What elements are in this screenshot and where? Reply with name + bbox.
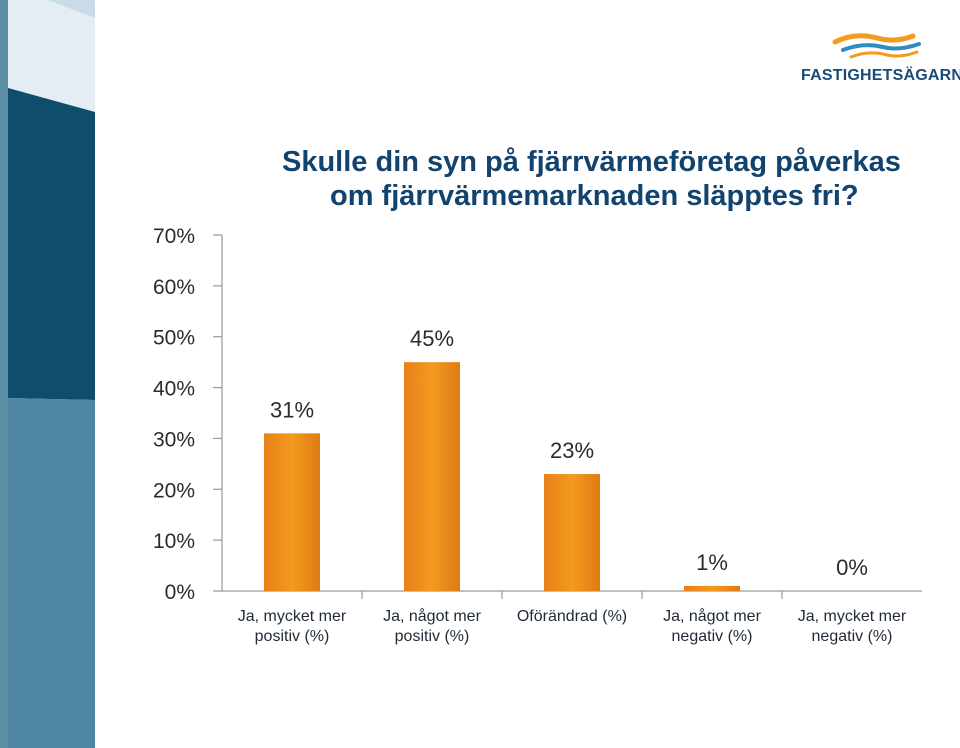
x-category-label: Oförändrad (%) bbox=[517, 608, 627, 625]
chart-title-line-2: om fjärrvärmemarknaden släpptes fri? bbox=[330, 180, 859, 212]
side-decoration-stripes bbox=[0, 0, 95, 748]
bar bbox=[544, 474, 600, 591]
data-label: 0% bbox=[836, 555, 868, 580]
x-category-label: Ja, mycket mer negativ (%) bbox=[798, 608, 907, 645]
y-tick-label: 50% bbox=[153, 327, 195, 350]
y-tick-label: 20% bbox=[153, 479, 195, 502]
y-tick-label: 10% bbox=[153, 530, 195, 553]
wave-stripes-icon bbox=[832, 33, 921, 59]
bar bbox=[404, 362, 460, 591]
x-category-label: Ja, något mer positiv (%) bbox=[383, 607, 482, 645]
y-tick-label: 70% bbox=[153, 225, 195, 248]
data-label: 31% bbox=[270, 397, 314, 422]
y-tick-label: 0% bbox=[165, 581, 195, 604]
brand-logo-text: FASTIGHETSÄGARNA bbox=[801, 67, 960, 84]
bar bbox=[684, 585, 740, 591]
data-label: 23% bbox=[550, 438, 594, 463]
chart-labels: 0% 10% 20% 30% 40% 50% 60% 70% 31% Ja, mycket mer… bbox=[153, 225, 907, 645]
y-tick-label: 30% bbox=[153, 428, 195, 451]
bar-series bbox=[264, 362, 740, 591]
chart-title-line-1: Skulle din syn på fjärrvärmeföretag påve… bbox=[282, 146, 901, 178]
x-category-label: Ja, mycket mer positiv (%) bbox=[238, 608, 347, 645]
data-label: 45% bbox=[410, 326, 454, 351]
y-tick-label: 60% bbox=[153, 276, 195, 299]
y-tick-label: 40% bbox=[153, 378, 195, 401]
data-label: 1% bbox=[696, 550, 728, 575]
bar bbox=[264, 433, 320, 591]
x-category-label: Ja, något mer negativ (%) bbox=[663, 607, 762, 645]
